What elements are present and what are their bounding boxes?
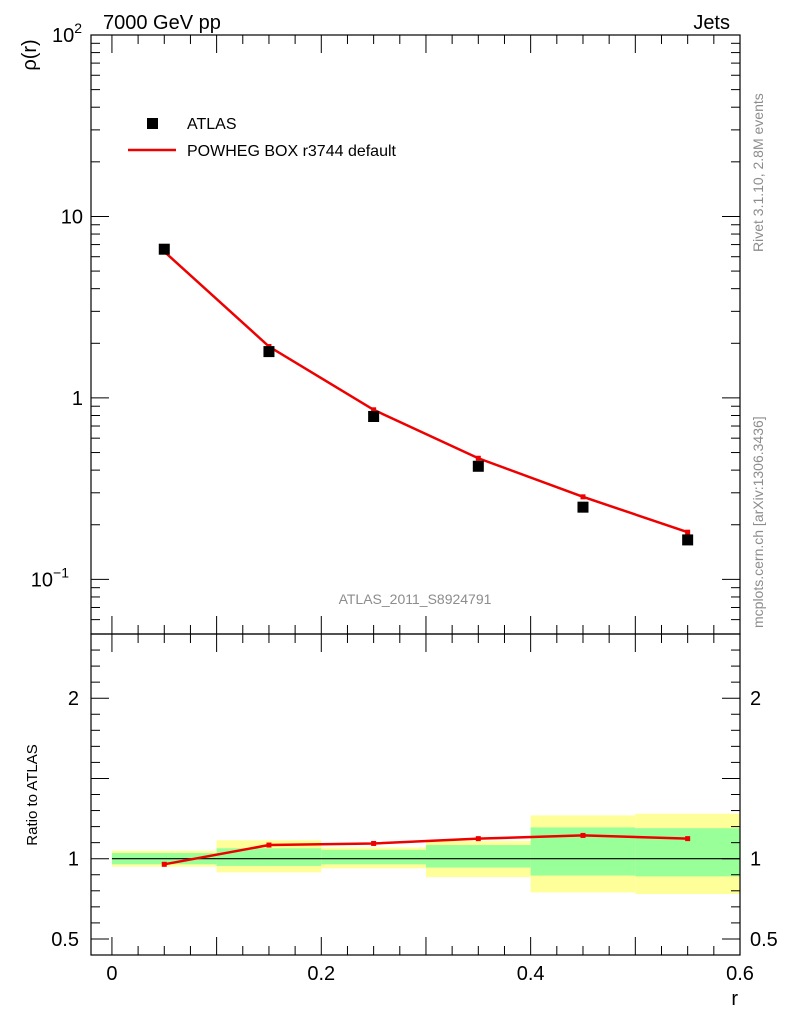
band-inner xyxy=(321,849,426,865)
data-series xyxy=(158,243,694,546)
atlas-data-point xyxy=(368,410,380,422)
band-inner xyxy=(635,828,740,877)
band-inner xyxy=(425,845,531,868)
ratio-ytick-label-right: 1 xyxy=(750,849,761,871)
atlas-data-point xyxy=(158,243,170,255)
main-ytick-label: 102 xyxy=(52,20,82,47)
main-y-tick-labels: 102 10 1 10−1 xyxy=(31,20,83,591)
mc-point xyxy=(685,529,691,535)
ratio-ylabel: Ratio to ATLAS xyxy=(24,744,41,845)
analysis-id: ATLAS_2011_S8924791 xyxy=(339,591,492,607)
ratio-xtick-label: 0.4 xyxy=(517,963,545,985)
legend-marker-atlas xyxy=(147,118,158,129)
mc-line xyxy=(163,250,689,534)
mcplots-label: mcplots.cern.ch [arXiv:1306.3436] xyxy=(750,416,766,628)
ratio-x-ticks xyxy=(111,634,741,955)
ratio-mc-point xyxy=(371,840,377,846)
band-inner xyxy=(216,848,322,866)
rivet-label: Rivet 3.1.10, 2.8M events xyxy=(750,93,766,252)
ratio-xtick-label: 0 xyxy=(106,963,117,985)
main-ytick-label: 10 xyxy=(61,206,83,228)
ratio-mc-point xyxy=(161,861,167,867)
main-ytick-label: 10−1 xyxy=(31,564,69,591)
mc-point xyxy=(371,407,377,413)
atlas-data-point xyxy=(263,346,275,358)
atlas-data-point xyxy=(682,534,694,546)
ratio-mc-point xyxy=(685,836,691,842)
ratio-y-ticks xyxy=(91,633,740,956)
atlas-data-point xyxy=(472,460,484,472)
ratio-ytick-label-left: 2 xyxy=(68,688,79,710)
ratio-uncertainty-bands xyxy=(111,813,740,895)
mc-point xyxy=(580,494,586,500)
ratio-xtick-label: 0.6 xyxy=(726,963,754,985)
legend-label-mc: POWHEG BOX r3744 default xyxy=(187,143,397,160)
ratio-panel: 0.5 1 2 0.5 1 2 0 0.2 0.4 0.6 Ratio to ATLAS r xyxy=(24,633,778,1010)
atlas-data-point xyxy=(577,501,589,513)
ratio-frame xyxy=(90,633,741,956)
ratio-ytick-label-left: 1 xyxy=(68,849,79,871)
ratio-y-tick-labels-left: 0.5 1 2 xyxy=(51,688,79,951)
main-panel: 102 10 1 10−1 ρ(r) ATLAS_2011_S8924791 ATLA… xyxy=(19,20,741,635)
main-x-ticks xyxy=(111,35,741,634)
header-right: Jets xyxy=(693,12,730,34)
legend: ATLAS POWHEG BOX r3744 default xyxy=(128,116,397,160)
header-left: 7000 GeV pp xyxy=(103,12,221,34)
main-y-ticks xyxy=(91,34,740,635)
legend-label-atlas: ATLAS xyxy=(187,116,237,133)
ratio-ytick-label-right: 2 xyxy=(750,688,761,710)
ratio-x-tick-labels: 0 0.2 0.4 0.6 xyxy=(106,963,754,985)
ratio-xtick-label: 0.2 xyxy=(307,963,335,985)
ratio-mc-point xyxy=(475,836,481,842)
ratio-mc-point xyxy=(266,842,272,848)
ratio-y-tick-labels-right: 0.5 1 2 xyxy=(750,688,778,951)
main-ytick-label: 1 xyxy=(72,388,83,410)
ratio-xlabel: r xyxy=(731,988,738,1010)
ratio-ytick-label-right: 0.5 xyxy=(750,929,778,951)
ratio-ytick-label-left: 0.5 xyxy=(51,929,79,951)
mc-series xyxy=(161,249,691,535)
ratio-mc-line xyxy=(164,834,688,866)
ratio-mc-point xyxy=(580,832,586,838)
main-ylabel: ρ(r) xyxy=(19,39,41,70)
mc-point xyxy=(475,455,481,461)
ratio-mc-series xyxy=(161,832,691,867)
